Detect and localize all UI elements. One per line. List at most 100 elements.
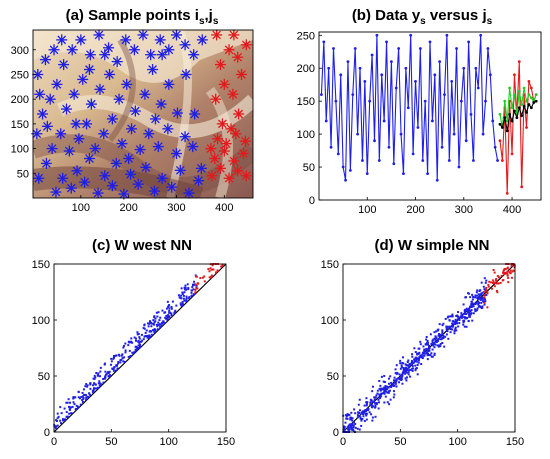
blue-matrix-point [114, 369, 117, 372]
red-matrix-point [195, 287, 198, 290]
blue-matrix-point [387, 390, 390, 393]
panel-d-ytick-label: 100 [321, 315, 339, 327]
blue-matrix-point [428, 354, 431, 357]
blue-matrix-point [369, 404, 372, 407]
blue-matrix-point [433, 353, 436, 356]
blue-matrix-point [483, 298, 486, 301]
blue-matrix-point [109, 374, 112, 377]
blue-matrix-point [86, 384, 89, 387]
blue-matrix-point [360, 419, 363, 422]
blue-matrix-point [110, 363, 113, 366]
blue-matrix-point [407, 373, 410, 376]
blue-series-line [320, 35, 499, 181]
blue-matrix-point [480, 307, 483, 310]
red-sample-point [205, 143, 217, 155]
blue-matrix-point [460, 312, 463, 315]
blue-matrix-point [400, 379, 403, 382]
blue-matrix-point [164, 317, 167, 320]
blue-series-point [382, 119, 386, 123]
blue-matrix-point [406, 360, 409, 363]
blue-matrix-point [349, 417, 352, 420]
blue-matrix-point [485, 294, 488, 297]
blue-matrix-point [67, 398, 70, 401]
blue-matrix-point [371, 419, 374, 422]
blue-matrix-point [458, 322, 461, 325]
blue-matrix-point [433, 341, 436, 344]
blue-matrix-point [384, 395, 387, 398]
blue-matrix-point [433, 346, 436, 349]
blue-matrix-point [180, 305, 183, 308]
blue-sample-point [162, 123, 174, 135]
blue-matrix-point [344, 414, 347, 417]
blue-matrix-point [418, 356, 421, 359]
blue-series-point [445, 33, 449, 37]
blue-matrix-point [142, 338, 145, 341]
red-matrix-point [492, 281, 495, 284]
blue-matrix-point [414, 351, 417, 354]
red-matrix-point [207, 268, 210, 271]
blue-matrix-point [77, 396, 80, 399]
black-series-point [527, 103, 531, 106]
blue-matrix-point [167, 314, 170, 317]
blue-matrix-point [136, 333, 139, 336]
blue-matrix-point [414, 364, 417, 367]
blue-matrix-point [395, 364, 398, 367]
blue-series-point [491, 119, 495, 123]
blue-matrix-point [480, 301, 483, 304]
blue-series-point [450, 80, 454, 83]
blue-matrix-point [453, 322, 456, 325]
blue-matrix-point [474, 294, 477, 297]
red-matrix-point [512, 269, 515, 272]
red-matrix-point [494, 282, 497, 285]
blue-matrix-point [424, 343, 427, 346]
blue-matrix-point [462, 321, 465, 324]
blue-matrix-point [457, 325, 460, 328]
blue-sample-point [140, 161, 152, 173]
blue-matrix-point [170, 305, 173, 308]
panel-b-xtick-label: 200 [406, 204, 424, 216]
terrain-image [33, 30, 253, 198]
blue-series-point [493, 145, 497, 149]
blue-matrix-point [72, 401, 75, 404]
blue-sample-point [113, 93, 125, 105]
blue-matrix-point [365, 402, 368, 405]
blue-matrix-point [427, 343, 430, 346]
blue-matrix-point [470, 300, 473, 303]
blue-matrix-point [410, 360, 413, 363]
panel-d: 0 50 100 150 0 50 100 150 [321, 259, 525, 448]
blue-series-point [464, 139, 468, 143]
blue-matrix-point [426, 351, 429, 354]
blue-matrix-point [146, 334, 149, 337]
blue-matrix-point [401, 375, 404, 378]
blue-matrix-point [379, 389, 382, 392]
red-matrix-point [503, 271, 506, 274]
blue-series-point [457, 165, 461, 169]
blue-matrix-point [427, 348, 430, 351]
blue-matrix-point [451, 322, 454, 325]
blue-matrix-point [449, 331, 452, 334]
blue-matrix-point [463, 312, 466, 315]
blue-matrix-point [411, 364, 414, 367]
panel-d-ytick-label: 50 [327, 371, 339, 383]
red-matrix-point [483, 290, 486, 293]
blue-series-point [324, 119, 328, 123]
blue-matrix-point [77, 390, 80, 393]
blue-matrix-point [465, 325, 468, 328]
blue-matrix-point [160, 324, 163, 327]
blue-matrix-point [68, 412, 71, 415]
blue-matrix-point [108, 370, 111, 373]
blue-sample-point [39, 54, 51, 66]
blue-sample-point [192, 175, 204, 187]
blue-matrix-point [57, 415, 60, 418]
blue-matrix-point [371, 404, 374, 407]
blue-sample-point [60, 103, 72, 115]
blue-series-point [472, 159, 475, 162]
blue-matrix-point [483, 288, 486, 291]
blue-sample-point [99, 49, 111, 61]
blue-matrix-point [107, 372, 110, 375]
blue-matrix-point [150, 325, 153, 328]
blue-matrix-point [372, 400, 375, 403]
blue-matrix-point [369, 398, 372, 401]
blue-matrix-point [419, 340, 422, 343]
blue-matrix-point [394, 382, 397, 385]
